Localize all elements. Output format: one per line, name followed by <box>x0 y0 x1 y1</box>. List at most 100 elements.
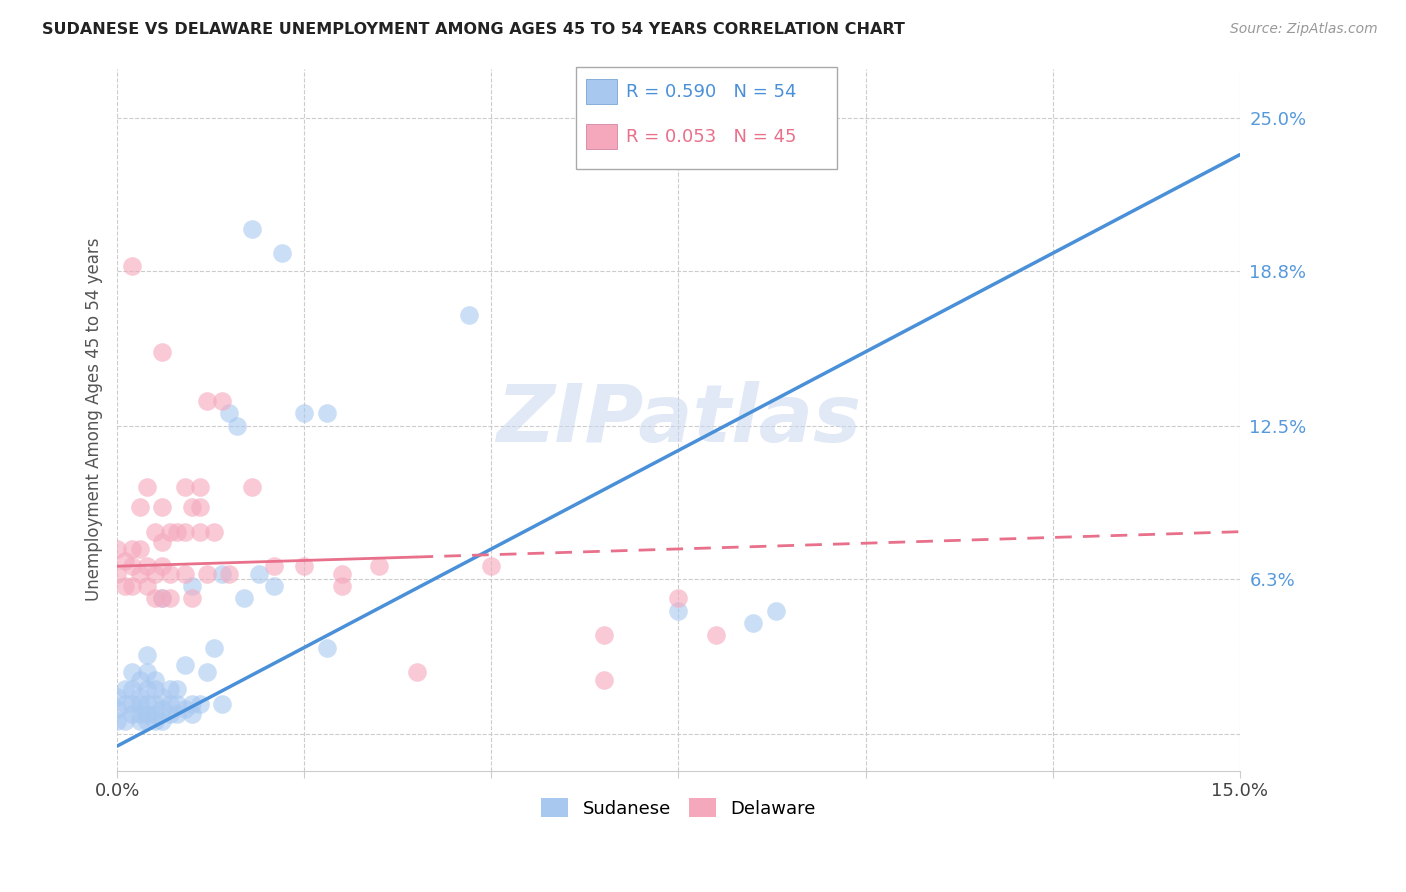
Point <box>159 591 181 606</box>
Point <box>105 714 128 729</box>
Point <box>136 480 159 494</box>
Point <box>136 697 159 711</box>
Point <box>114 554 136 568</box>
Point <box>159 706 181 721</box>
Point <box>368 559 391 574</box>
Point <box>121 259 143 273</box>
Point <box>195 566 218 581</box>
Text: ZIPatlas: ZIPatlas <box>496 381 860 458</box>
Point <box>136 559 159 574</box>
Point <box>150 591 173 606</box>
Point <box>211 394 233 409</box>
Point <box>742 615 765 630</box>
Point <box>128 566 150 581</box>
Point <box>188 697 211 711</box>
Point <box>143 706 166 721</box>
Point <box>159 566 181 581</box>
Point <box>159 697 181 711</box>
Point <box>173 657 195 672</box>
Point <box>121 665 143 680</box>
Point <box>270 246 292 260</box>
Point <box>150 500 173 514</box>
Point <box>114 579 136 593</box>
Point <box>150 534 173 549</box>
Point <box>173 524 195 539</box>
Point <box>233 591 256 606</box>
Point <box>159 524 181 539</box>
Point <box>188 524 211 539</box>
Point <box>121 706 143 721</box>
Point <box>143 682 166 697</box>
Point <box>181 697 204 711</box>
Point <box>128 714 150 729</box>
Point <box>150 702 173 716</box>
Point <box>330 579 353 593</box>
Text: R = 0.590   N = 54: R = 0.590 N = 54 <box>626 83 796 101</box>
Point <box>195 665 218 680</box>
Point <box>181 591 204 606</box>
Point <box>136 579 159 593</box>
Point <box>218 566 240 581</box>
Point <box>240 480 263 494</box>
Point <box>166 706 188 721</box>
Point <box>143 673 166 687</box>
Point <box>211 566 233 581</box>
Point <box>181 706 204 721</box>
Point <box>188 500 211 514</box>
Point <box>181 579 204 593</box>
Point <box>479 559 502 574</box>
Point <box>150 714 173 729</box>
Legend: Sudanese, Delaware: Sudanese, Delaware <box>534 791 823 825</box>
Point <box>128 697 150 711</box>
Point <box>121 579 143 593</box>
Point <box>143 714 166 729</box>
Point <box>330 566 353 581</box>
Point <box>668 591 690 606</box>
Point <box>263 559 285 574</box>
Point <box>188 480 211 494</box>
Point <box>315 407 337 421</box>
Point <box>166 524 188 539</box>
Point <box>136 714 159 729</box>
Point <box>226 418 249 433</box>
Point <box>128 690 150 704</box>
Point <box>166 682 188 697</box>
Point <box>128 541 150 556</box>
Point <box>315 640 337 655</box>
Point <box>136 682 159 697</box>
Point <box>263 579 285 593</box>
Point <box>150 690 173 704</box>
Point <box>114 682 136 697</box>
Point <box>121 682 143 697</box>
Point <box>173 480 195 494</box>
Point <box>405 665 427 680</box>
Point <box>143 591 166 606</box>
Point <box>218 407 240 421</box>
Point <box>292 407 315 421</box>
Point <box>211 697 233 711</box>
Point <box>765 603 787 617</box>
Point <box>204 524 226 539</box>
Point <box>105 702 128 716</box>
Point <box>592 628 614 642</box>
Point <box>121 697 143 711</box>
Point <box>173 702 195 716</box>
Point <box>150 344 173 359</box>
Point <box>114 714 136 729</box>
Point <box>105 541 128 556</box>
Point <box>457 308 479 322</box>
Point <box>240 221 263 235</box>
Point <box>143 697 166 711</box>
Point <box>136 648 159 662</box>
Point <box>195 394 218 409</box>
Point <box>668 603 690 617</box>
Point <box>136 665 159 680</box>
Point <box>159 682 181 697</box>
Point <box>181 500 204 514</box>
Point <box>121 559 143 574</box>
Point <box>150 559 173 574</box>
Y-axis label: Unemployment Among Ages 45 to 54 years: Unemployment Among Ages 45 to 54 years <box>86 238 103 601</box>
Point <box>173 566 195 581</box>
Text: SUDANESE VS DELAWARE UNEMPLOYMENT AMONG AGES 45 TO 54 YEARS CORRELATION CHART: SUDANESE VS DELAWARE UNEMPLOYMENT AMONG … <box>42 22 905 37</box>
Point <box>121 541 143 556</box>
